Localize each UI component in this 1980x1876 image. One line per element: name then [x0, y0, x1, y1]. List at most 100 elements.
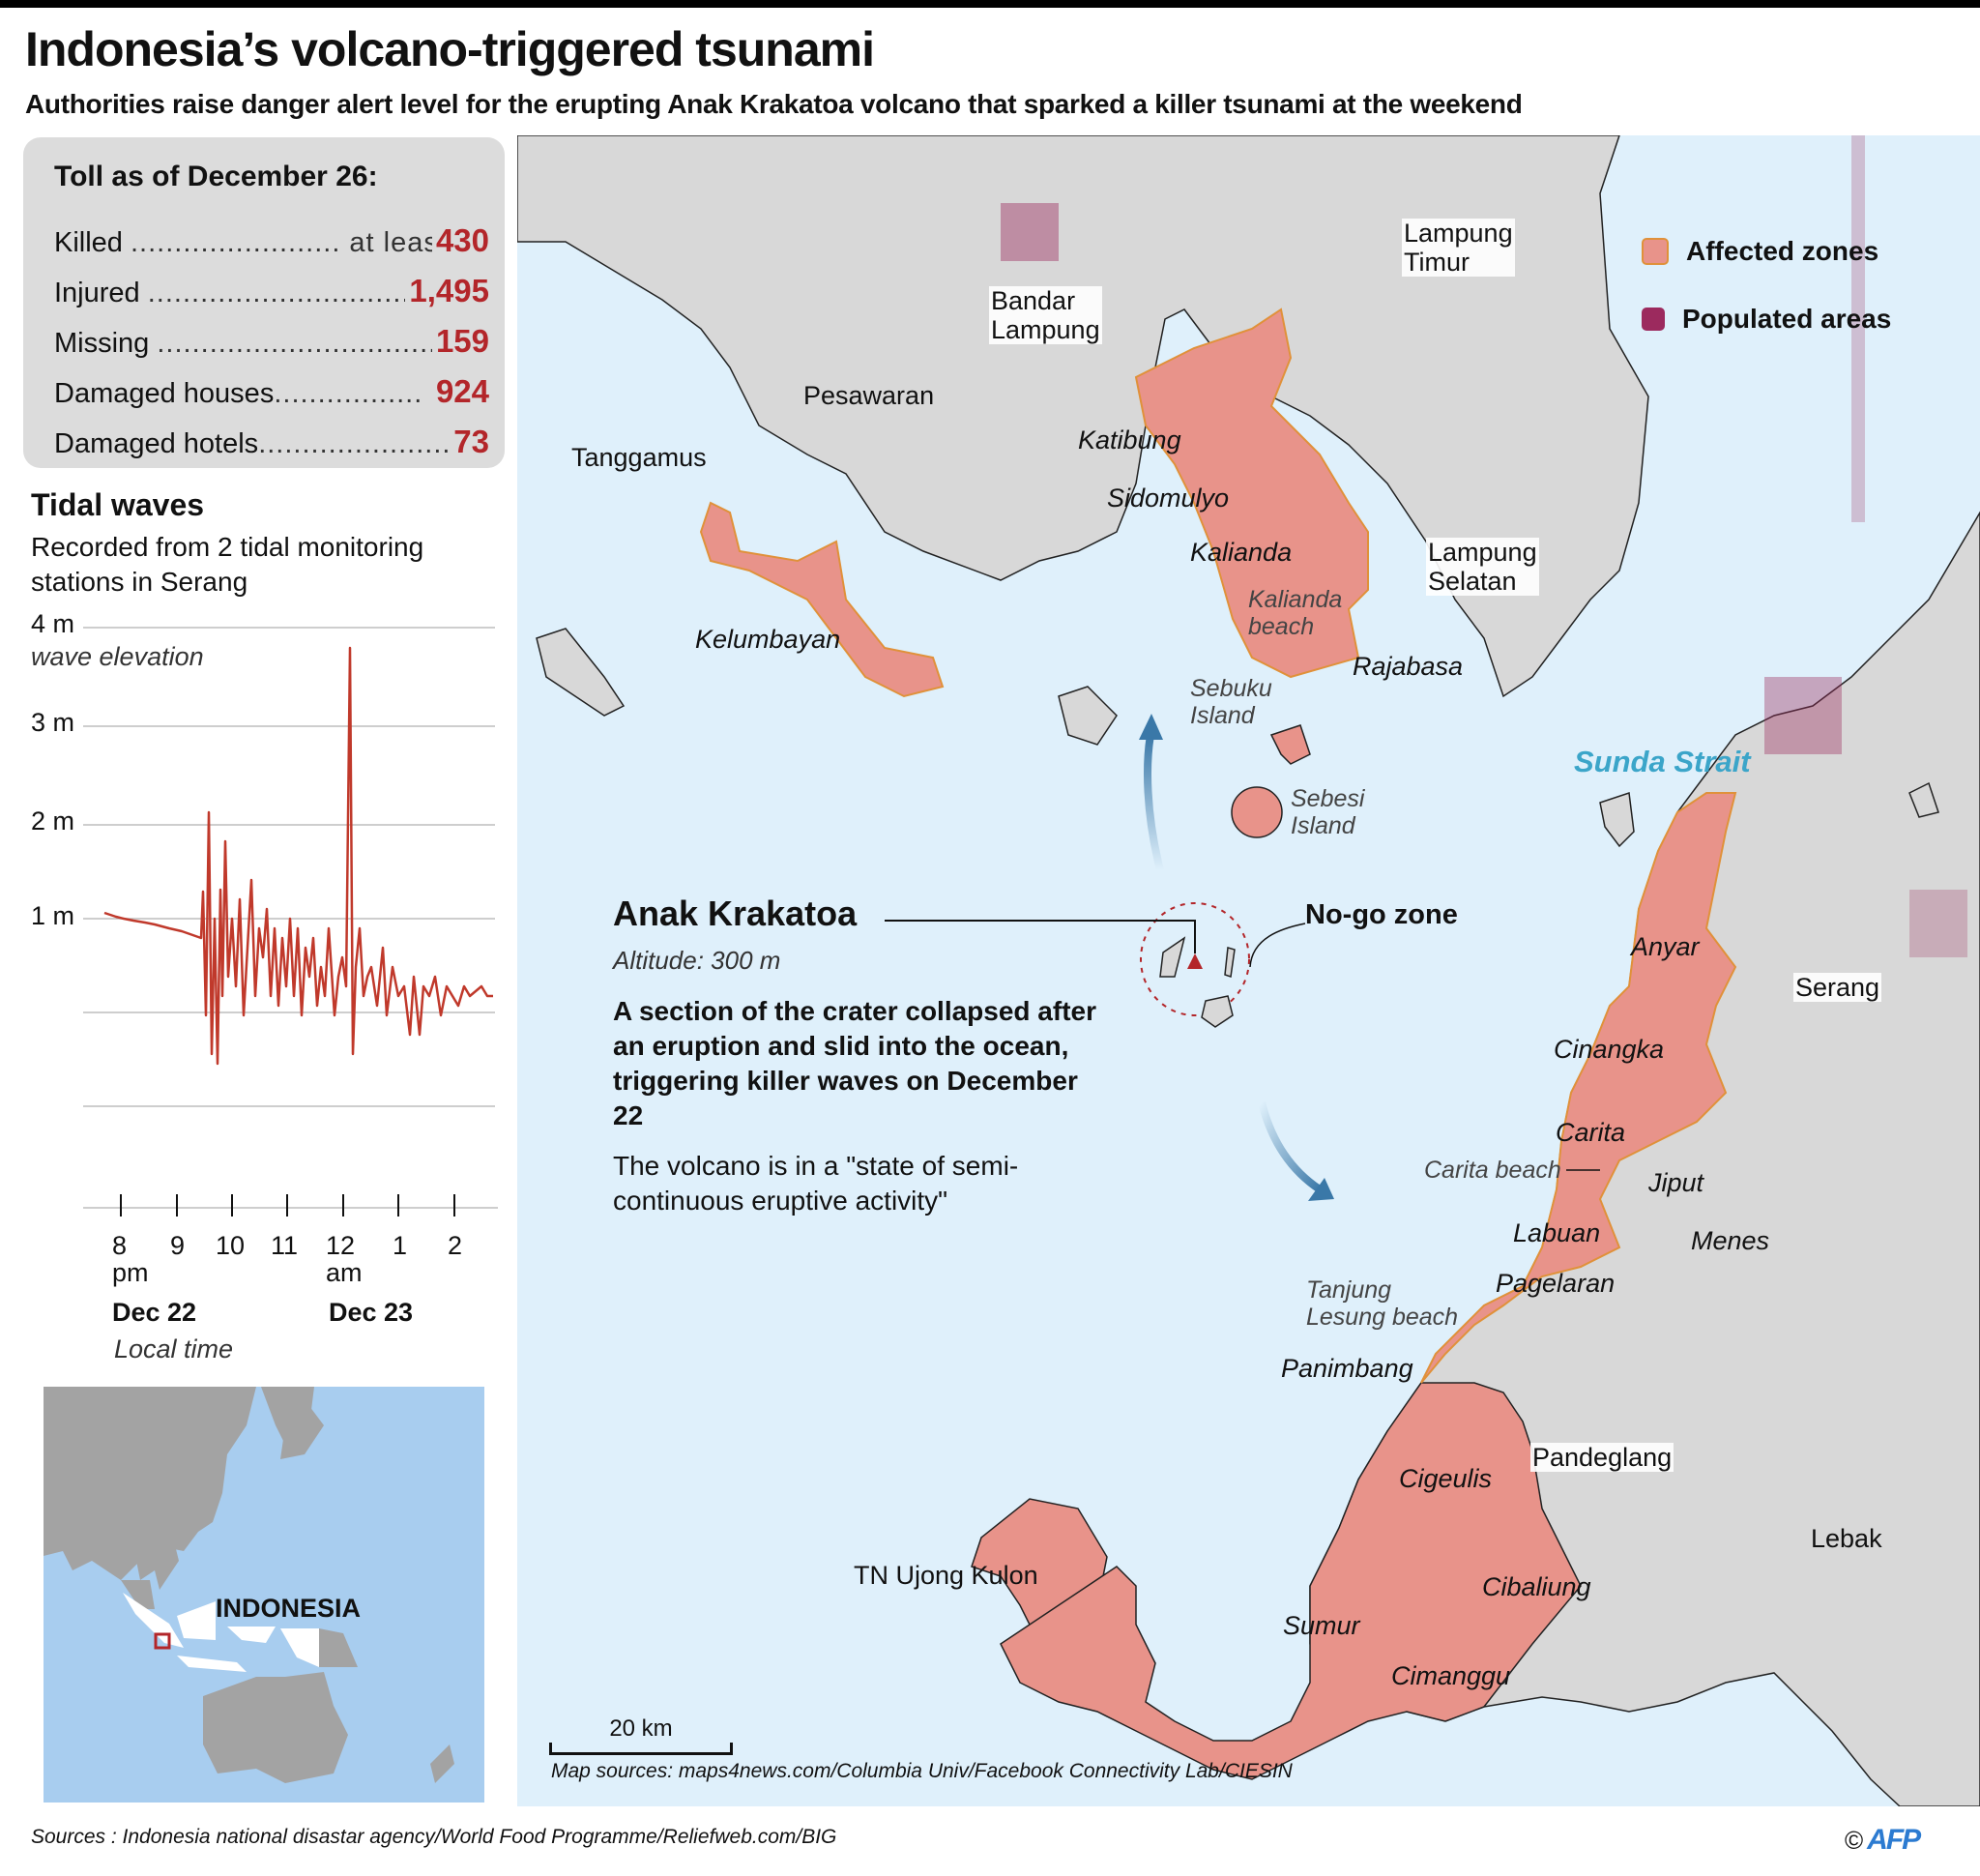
x-axis-note: Local time	[114, 1334, 234, 1363]
tidal-subtitle: Recorded from 2 tidal monitoring station…	[31, 532, 424, 597]
label-kalianda: Kalianda	[1190, 538, 1293, 567]
scale-label: 20 km	[609, 1715, 673, 1742]
label-bandar-lampung: Bandar Lampung	[989, 286, 1102, 344]
locator-highlight-box	[154, 1632, 171, 1650]
label-jiput: Jiput	[1648, 1168, 1704, 1197]
wave-arrow-southeast-icon	[1308, 1178, 1334, 1201]
tidal-title: Tidal waves	[31, 487, 205, 522]
label-carita: Carita	[1556, 1118, 1626, 1147]
toll-row-damaged-hotels: Damaged hotels....................... 73	[54, 424, 489, 460]
y-axis-label: wave elevation	[31, 642, 204, 671]
label-lampung-selatan: Lampung Selatan	[1426, 538, 1539, 596]
afp-credit: © AFP	[1845, 1824, 1921, 1857]
toll-label: Killed	[54, 227, 123, 258]
volcano-note: The volcano is in a "state of semi-conti…	[613, 1151, 1019, 1216]
label-lampung-timur: Lampung Timur	[1402, 219, 1515, 277]
x-tick-2: 2	[448, 1231, 463, 1260]
label-panimbang: Panimbang	[1281, 1354, 1413, 1383]
label-menes: Menes	[1691, 1226, 1770, 1255]
label-tanggamus: Tanggamus	[571, 443, 707, 472]
legend-label: Affected zones	[1686, 236, 1879, 266]
toll-value: 73	[453, 424, 489, 459]
x-tick-9: 9	[170, 1231, 186, 1260]
label-katibung: Katibung	[1078, 425, 1181, 454]
populated-swatch-icon	[1642, 308, 1665, 331]
x-tick-11: 11	[271, 1231, 299, 1260]
copyright-icon: ©	[1845, 1825, 1864, 1855]
toll-heading: Toll as of December 26:	[54, 161, 378, 192]
toll-dots: ........................ at least	[131, 227, 432, 258]
page-subtitle: Authorities raise danger alert level for…	[25, 89, 1523, 119]
map-sources: Map sources: maps4news.com/Columbia Univ…	[551, 1760, 1293, 1782]
toll-row-damaged-houses: Damaged houses................. 924	[54, 373, 489, 410]
label-sebesi-island: Sebesi Island	[1291, 785, 1365, 839]
toll-dots: .......................	[258, 428, 451, 459]
legend-populated-areas: Populated areas	[1642, 304, 1891, 335]
y-tick-2m: 2 m	[31, 806, 75, 835]
top-rule	[0, 0, 1980, 8]
tidal-chart: 4 m wave elevation 3 m 2 m 1 m 8 pm 9 10…	[19, 609, 503, 1412]
legend-label: Populated areas	[1682, 304, 1892, 334]
tidal-chart-svg	[83, 627, 498, 1216]
label-carita-beach: Carita beach	[1424, 1157, 1561, 1184]
label-cigeulis: Cigeulis	[1399, 1464, 1493, 1493]
scale-line	[549, 1743, 733, 1755]
x-tick-8pm: 8 pm	[112, 1231, 149, 1287]
label-sidomulyo: Sidomulyo	[1107, 484, 1230, 513]
label-rajabasa: Rajabasa	[1353, 652, 1464, 681]
x-tick-10: 10	[216, 1231, 246, 1260]
main-map: Affected zones Populated areas Lampung T…	[517, 135, 1980, 1806]
label-lebak: Lebak	[1811, 1524, 1882, 1553]
label-kelumbayan: Kelumbayan	[695, 625, 841, 654]
volcano-altitude: Altitude: 300 m	[613, 946, 781, 975]
x-date-dec22: Dec 22	[112, 1298, 197, 1327]
label-serang: Serang	[1793, 973, 1882, 1002]
locator-map-shapes	[44, 1387, 454, 1783]
label-sebuku-island: Sebuku Island	[1190, 675, 1272, 729]
y-tick-3m: 3 m	[31, 708, 75, 737]
x-tick-12am: 12 am	[326, 1231, 363, 1287]
toll-value: 924	[435, 373, 489, 409]
map-shapes	[517, 135, 1980, 1806]
volcano-triangle-icon	[1187, 953, 1203, 969]
legend-affected-zones: Affected zones	[1642, 236, 1891, 267]
toll-dots: ......................................	[157, 328, 432, 359]
toll-label: Missing	[54, 328, 150, 359]
footer-sources: Sources : Indonesia national disastar ag…	[31, 1826, 837, 1848]
label-sumur: Sumur	[1283, 1611, 1360, 1640]
label-anyar: Anyar	[1631, 932, 1700, 961]
x-date-dec23: Dec 23	[329, 1298, 414, 1327]
y-tick-4m: 4 m	[31, 609, 75, 638]
toll-row-missing: Missing ................................…	[54, 323, 489, 360]
x-tick-1: 1	[393, 1231, 408, 1260]
volcano-description: A section of the crater collapsed after …	[613, 996, 1096, 1130]
locator-map: INDONESIA	[44, 1387, 484, 1803]
label-pagelaran: Pagelaran	[1496, 1269, 1616, 1298]
toll-label: Damaged houses	[54, 378, 275, 409]
inset-country-label: INDONESIA	[216, 1594, 362, 1623]
label-pandeglang: Pandeglang	[1530, 1443, 1674, 1472]
wave-arrow-north-icon	[1139, 714, 1163, 740]
afp-logo: AFP	[1867, 1824, 1921, 1856]
label-ujong-kulon: TN Ujong Kulon	[854, 1561, 1038, 1590]
label-cinangka: Cinangka	[1554, 1035, 1665, 1064]
toll-value: 159	[435, 323, 489, 359]
scale-bar: 20 km	[549, 1715, 733, 1755]
toll-label: Damaged hotels	[54, 428, 259, 459]
toll-box: Toll as of December 26: Killed .........…	[23, 137, 505, 468]
toll-dots: .................	[274, 378, 423, 409]
map-legend: Affected zones Populated areas	[1642, 236, 1891, 371]
toll-row-injured: Injured ................................…	[54, 273, 489, 309]
label-labuan: Labuan	[1513, 1218, 1601, 1247]
y-tick-1m: 1 m	[31, 901, 75, 930]
no-go-zone-label: No-go zone	[1305, 899, 1458, 930]
toll-label: Injured	[54, 278, 140, 308]
label-sunda-strait: Sunda Strait	[1574, 745, 1751, 778]
toll-dots: ....................................	[147, 278, 406, 308]
label-tanjung-lesung-beach: Tanjung Lesung beach	[1306, 1276, 1459, 1331]
toll-value: 1,495	[409, 273, 489, 308]
label-cimanggu: Cimanggu	[1391, 1661, 1511, 1690]
label-cibaliung: Cibaliung	[1482, 1572, 1591, 1601]
page-title: Indonesia’s volcano-triggered tsunami	[25, 22, 875, 76]
label-pesawaran: Pesawaran	[803, 381, 935, 410]
